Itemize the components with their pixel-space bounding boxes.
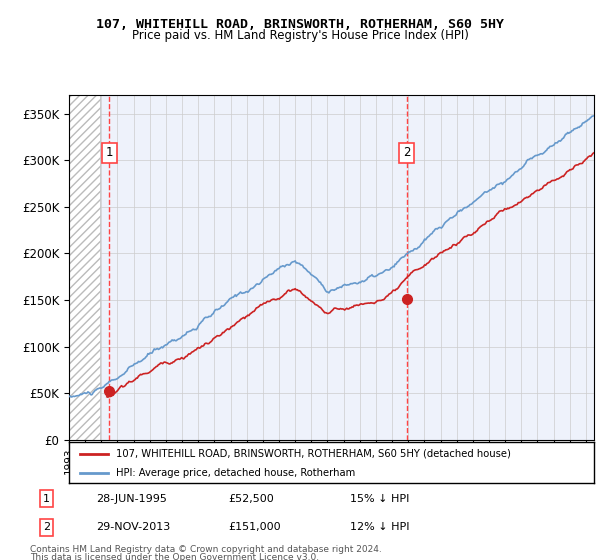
Text: 1: 1 (43, 493, 50, 503)
Bar (69, 95, 100, 440)
Text: 15% ↓ HPI: 15% ↓ HPI (350, 493, 410, 503)
Text: Price paid vs. HM Land Registry's House Price Index (HPI): Price paid vs. HM Land Registry's House … (131, 29, 469, 42)
Text: Contains HM Land Registry data © Crown copyright and database right 2024.: Contains HM Land Registry data © Crown c… (30, 545, 382, 554)
Text: £52,500: £52,500 (229, 493, 274, 503)
Text: 2: 2 (43, 522, 50, 533)
Text: 107, WHITEHILL ROAD, BRINSWORTH, ROTHERHAM, S60 5HY: 107, WHITEHILL ROAD, BRINSWORTH, ROTHERH… (96, 18, 504, 31)
Text: HPI: Average price, detached house, Rotherham: HPI: Average price, detached house, Roth… (116, 468, 355, 478)
Text: 2: 2 (403, 146, 410, 160)
Text: This data is licensed under the Open Government Licence v3.0.: This data is licensed under the Open Gov… (30, 553, 319, 560)
Text: 28-JUN-1995: 28-JUN-1995 (96, 493, 167, 503)
Text: £151,000: £151,000 (229, 522, 281, 533)
Text: 1: 1 (106, 146, 113, 160)
Text: 29-NOV-2013: 29-NOV-2013 (96, 522, 170, 533)
Text: 12% ↓ HPI: 12% ↓ HPI (350, 522, 410, 533)
Text: 107, WHITEHILL ROAD, BRINSWORTH, ROTHERHAM, S60 5HY (detached house): 107, WHITEHILL ROAD, BRINSWORTH, ROTHERH… (116, 449, 511, 459)
